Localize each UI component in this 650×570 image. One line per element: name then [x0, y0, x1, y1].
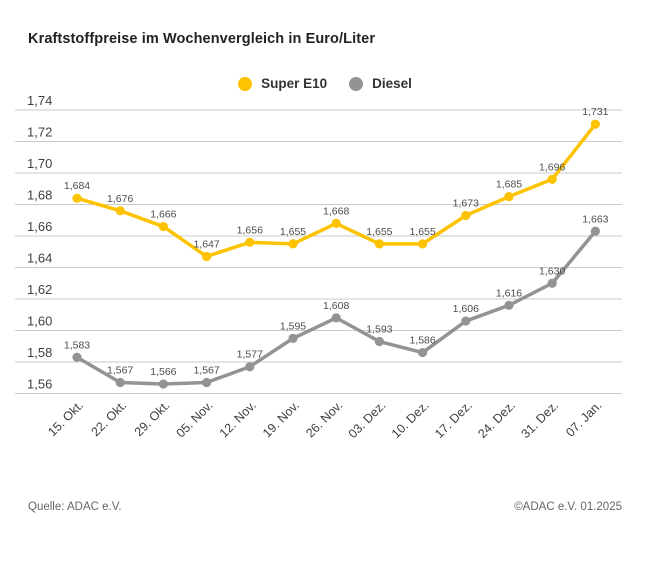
y-axis-label: 1,70 [27, 156, 52, 171]
fuel-price-line-chart: 1,74 1,72 1,70 1,68 1,66 1,64 1,62 1,60 1,58 1,56… [15, 95, 622, 441]
data-value-label: 1,655 [280, 226, 306, 238]
data-value-label: 1,676 [107, 193, 133, 205]
data-point [331, 218, 341, 228]
data-point [331, 313, 341, 323]
data-value-label: 1,616 [496, 287, 522, 299]
data-point [158, 221, 168, 232]
y-axis-label: 1,60 [27, 314, 52, 329]
copyright-note: ©ADAC e.V. 01.2025 [514, 501, 622, 513]
x-axis-label: 05. Nov. [174, 398, 216, 440]
x-axis-label: 22. Okt. [88, 398, 129, 439]
data-value-label: 1,608 [323, 300, 349, 312]
data-point [590, 226, 601, 236]
data-value-label: 1,656 [237, 224, 263, 236]
y-axis-label: 1,56 [27, 377, 52, 392]
x-axis-label: 19. Nov. [260, 398, 302, 440]
x-axis-label: 07. Jan. [563, 398, 604, 439]
data-value-label: 1,577 [237, 349, 263, 361]
data-value-label: 1,668 [323, 205, 349, 217]
data-value-label: 1,595 [280, 320, 306, 332]
data-value-label: 1,606 [453, 303, 479, 315]
x-axis-label: 24. Dez. [475, 398, 518, 441]
data-point [115, 377, 125, 388]
data-point [547, 174, 557, 184]
data-point [547, 278, 557, 288]
data-value-label: 1,696 [539, 161, 565, 173]
data-value-label: 1,566 [150, 366, 176, 378]
data-value-label: 1,673 [453, 198, 479, 210]
data-point [202, 251, 212, 262]
legend-label-super-e10: Super E10 [261, 76, 328, 91]
x-axis-label: 12. Nov. [217, 398, 259, 440]
data-point [158, 379, 168, 389]
data-value-label: 1,583 [64, 339, 90, 351]
source-note: Quelle: ADAC e.V. [28, 501, 122, 513]
data-value-label: 1,567 [107, 364, 133, 376]
data-point [418, 347, 428, 358]
data-value-label: 1,630 [539, 265, 565, 277]
legend-item-diesel: Diesel [349, 76, 412, 91]
footer: Quelle: ADAC e.V. ©ADAC e.V. 01.2025 [28, 501, 622, 513]
data-value-label: 1,593 [366, 324, 392, 336]
y-axis-label: 1,72 [27, 125, 52, 140]
x-axis-label: 31. Dez. [518, 398, 561, 441]
data-point [288, 239, 298, 249]
data-value-label: 1,685 [496, 179, 522, 191]
data-point [504, 192, 514, 202]
data-value-label: 1,655 [366, 226, 392, 238]
chart-title: Kraftstoffpreise im Wochenvergleich in E… [28, 31, 376, 47]
data-point [374, 336, 384, 347]
data-point [374, 239, 384, 249]
data-value-label: 1,663 [582, 213, 608, 225]
diesel-dot-icon [349, 76, 364, 91]
super-e10-dot-icon [238, 76, 253, 91]
data-point [504, 300, 514, 310]
x-axis-label: 03. Dez. [346, 398, 389, 441]
y-axis-label: 1,62 [27, 282, 52, 297]
x-axis-label: 10. Dez. [389, 398, 432, 441]
data-value-label: 1,567 [193, 364, 219, 376]
data-value-label: 1,684 [64, 180, 90, 192]
data-value-label: 1,655 [409, 226, 435, 238]
y-axis-label: 1,74 [27, 95, 52, 108]
data-point [461, 316, 471, 326]
x-axis-label: 26. Nov. [303, 398, 345, 440]
data-value-label: 1,586 [409, 335, 435, 347]
data-point [288, 333, 298, 343]
data-point [461, 210, 471, 221]
legend-label-diesel: Diesel [372, 76, 412, 91]
x-axis-label: 15. Okt. [45, 398, 86, 439]
data-point [202, 377, 212, 388]
data-point [72, 352, 82, 362]
x-axis-label: 29. Okt. [132, 398, 173, 439]
data-point [245, 237, 255, 247]
chart-legend: Super E10 Diesel [0, 76, 650, 91]
data-point [245, 362, 255, 372]
legend-item-super-e10: Super E10 [238, 76, 327, 91]
y-axis-label: 1,66 [27, 219, 52, 234]
data-point [418, 239, 428, 249]
data-value-label: 1,731 [582, 106, 608, 118]
data-value-label: 1,647 [193, 238, 219, 250]
y-axis-label: 1,64 [27, 251, 52, 266]
data-point [72, 193, 82, 203]
y-axis-label: 1,58 [27, 345, 52, 360]
y-axis-label: 1,68 [27, 188, 52, 203]
data-point [590, 119, 601, 129]
data-value-label: 1,666 [150, 209, 176, 221]
x-axis-label: 17. Dez. [432, 398, 475, 441]
data-point [115, 206, 125, 216]
